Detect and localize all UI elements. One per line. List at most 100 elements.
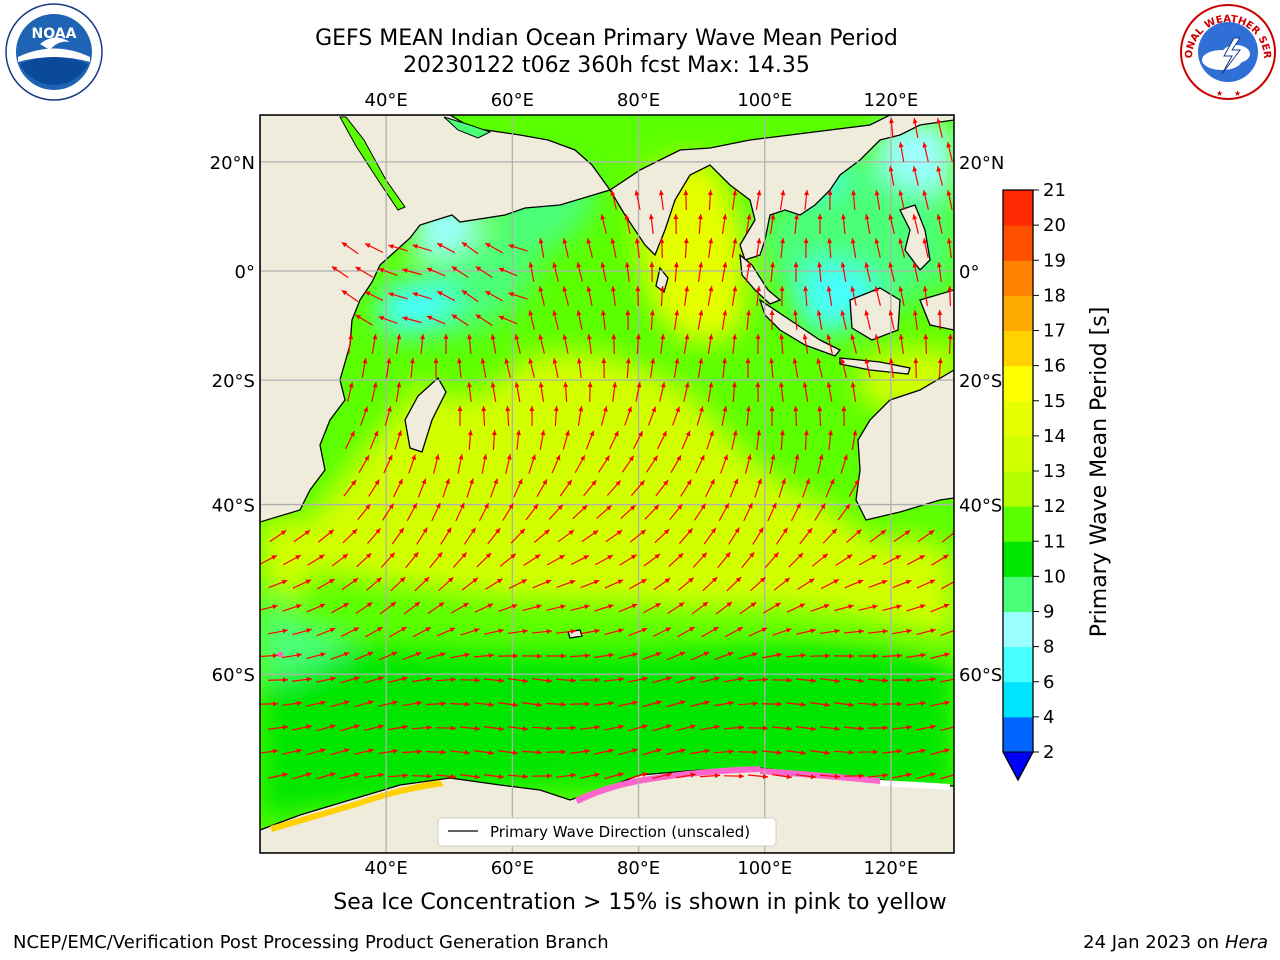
wave-arrow [717, 551, 731, 569]
wave-arrow [513, 478, 523, 498]
wave-arrow [508, 726, 528, 732]
wave-arrow [775, 527, 789, 545]
wave-arrow [692, 552, 708, 568]
noaa-logo: NOAA [5, 3, 103, 101]
wave-arrow [507, 773, 529, 779]
wave-arrow [461, 241, 479, 255]
wave-arrow [707, 382, 714, 402]
wave-arrow [683, 382, 690, 402]
wave-arrow [388, 292, 408, 300]
wave-arrow [745, 357, 751, 379]
wave-arrow [508, 628, 528, 635]
wave-arrow [624, 214, 631, 234]
wave-arrow [581, 529, 599, 543]
wave-arrow [388, 724, 408, 731]
wave-arrow [931, 554, 949, 566]
lat-tick-label: 40°S [212, 496, 255, 517]
wave-arrow [820, 726, 840, 732]
wave-arrow [618, 652, 638, 660]
colorbar-tick-label: 13 [1043, 461, 1066, 482]
wave-arrow [802, 478, 811, 498]
lon-tick-label: 120°E [864, 90, 919, 111]
wave-arrow [528, 262, 535, 282]
wave-arrow [659, 382, 666, 402]
wave-arrow [645, 455, 659, 473]
wave-arrow [713, 749, 735, 755]
wave-arrow [341, 577, 359, 591]
wave-arrow [414, 576, 430, 592]
wave-arrow [634, 190, 641, 210]
wave-arrow [803, 237, 809, 259]
wave-arrow [850, 238, 857, 258]
wave-arrow [306, 700, 326, 707]
wave-arrow [647, 406, 657, 426]
wave-arrow [795, 678, 817, 683]
wave-arrow [922, 190, 929, 210]
wave-arrow [531, 725, 553, 731]
wave-arrow [393, 478, 403, 498]
lat-tick-label: 40°S [959, 496, 1002, 517]
wave-direction-arrows [260, 117, 954, 780]
wave-arrow [580, 772, 600, 779]
wave-arrow [827, 189, 833, 211]
wave-arrow [936, 214, 943, 234]
wave-arrow [702, 576, 718, 592]
wave-arrow [843, 725, 865, 731]
wave-arrow [583, 479, 597, 497]
wave-arrow [703, 527, 717, 545]
wave-arrow [755, 238, 762, 258]
wave-arrow [642, 748, 662, 756]
wave-arrow [491, 429, 497, 451]
wave-arrow [850, 334, 857, 354]
wave-arrow [521, 653, 543, 659]
wave-arrow [635, 382, 642, 402]
wave-arrow [538, 238, 545, 258]
wave-arrow [769, 309, 775, 331]
wave-arrow [748, 627, 768, 637]
colorbar-segment [1003, 646, 1033, 683]
map-frame [259, 114, 955, 854]
wave-arrow [684, 286, 690, 306]
wave-arrow [747, 774, 769, 779]
lat-tick-label: 60°S [959, 665, 1002, 686]
wave-arrow [820, 628, 840, 635]
wave-arrow [490, 334, 497, 354]
wave-arrow [484, 290, 504, 302]
wave-arrow [395, 334, 402, 354]
wave-arrow [721, 406, 728, 426]
wave-arrow [587, 381, 593, 403]
wave-arrow [793, 454, 800, 474]
wave-arrow [532, 678, 552, 684]
wave-arrow [724, 626, 744, 638]
lon-tick-label: 80°E [617, 90, 660, 111]
wave-arrow [673, 213, 679, 235]
wave-arrow [888, 262, 895, 282]
wave-arrow [594, 700, 614, 706]
wave-arrow [833, 653, 855, 659]
wave-arrow [906, 748, 926, 755]
svg-text:NOAA: NOAA [32, 26, 77, 42]
wave-arrow [341, 241, 359, 255]
wave-arrow [891, 724, 913, 730]
wave-arrow [930, 748, 950, 756]
wave-arrow [449, 750, 471, 756]
period-patches [260, 118, 954, 820]
wave-arrow [779, 285, 785, 307]
wave-arrow [660, 334, 666, 354]
wave-arrow [892, 772, 912, 779]
wave-arrow [546, 554, 566, 566]
wave-arrow [378, 267, 398, 276]
wave-arrow [508, 292, 528, 300]
footer-branch: NCEP/EMC/Verification Post Processing Pr… [13, 932, 609, 953]
wave-arrow [451, 265, 469, 279]
wave-arrow [451, 313, 469, 327]
wave-arrow [913, 357, 919, 379]
wave-arrow [409, 357, 415, 379]
wave-arrow [443, 333, 449, 355]
wave-arrow [282, 700, 302, 706]
wave-arrow [738, 652, 758, 660]
wave-arrow [624, 262, 630, 282]
wave-arrow [358, 455, 370, 473]
wave-arrow [642, 651, 662, 660]
wave-arrow [579, 724, 601, 730]
